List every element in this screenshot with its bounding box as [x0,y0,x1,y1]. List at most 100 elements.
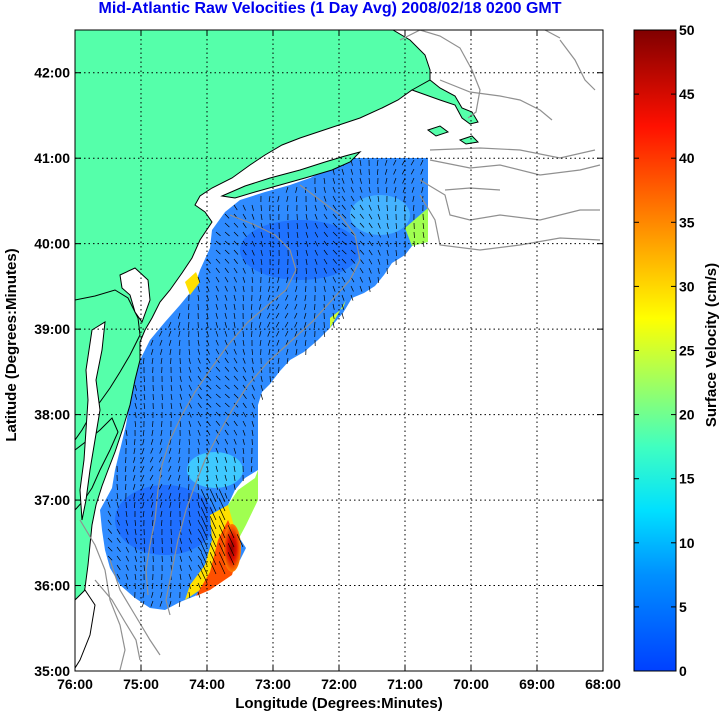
velocity-vector [149,456,154,463]
velocity-vector [224,492,228,499]
velocity-vector [242,366,247,373]
velocity-vector [323,276,327,283]
velocity-vector [233,267,238,274]
velocity-vector [160,591,163,598]
velocity-vector [377,231,381,238]
velocity-hotspot [223,524,241,572]
velocity-vector [224,276,229,283]
velocity-vector [233,294,236,301]
velocity-vector [206,384,212,390]
velocity-vector [116,573,121,580]
velocity-vector [200,543,208,557]
velocity-vector [395,222,397,230]
velocity-vector [377,213,381,220]
velocity-vector [286,195,289,202]
velocity-vector [267,303,271,310]
velocity-vector [251,267,254,274]
velocity-vector [179,375,182,382]
velocity-vector [159,600,163,607]
velocity-vector [260,240,263,247]
velocity-vector [386,240,389,247]
velocity-vector [233,249,239,255]
velocity-vector [107,501,111,508]
velocity-vector [133,447,136,454]
velocity-vector [224,231,230,237]
velocity-vector [305,249,308,256]
velocity-vector [233,321,236,328]
velocity-vector [384,168,388,175]
velocity-vector [134,411,137,418]
velocity-vector [359,222,365,228]
velocity-vector [200,507,208,521]
velocity-vector [422,231,425,238]
velocity-vector [215,366,221,372]
velocity-vector [323,177,326,184]
velocity-vector [197,366,202,373]
velocity-vector [107,537,113,543]
velocity-vector [233,384,239,390]
velocity-vector [177,312,181,319]
velocity-vector [323,186,326,193]
velocity-vector [242,204,246,211]
x-tick-label: 74:00 [189,676,225,692]
velocity-vector [215,330,219,337]
velocity-vector [341,258,347,264]
velocity-vector [242,393,247,400]
velocity-vector [179,573,182,580]
velocity-vector [150,492,154,499]
velocity-vector [168,492,172,499]
velocity-vector [242,330,244,338]
velocity-vector [233,465,236,472]
velocity-vector [224,429,229,436]
velocity-vector [377,276,380,283]
velocity-vector [197,492,200,499]
velocity-vector [359,276,363,283]
velocity-vector [160,348,163,355]
velocity-vector [227,543,235,557]
velocity-vector [188,582,191,589]
y-tick-label: 38:00 [34,407,70,423]
velocity-vector [116,501,119,508]
velocity-vector [294,330,298,337]
velocity-vector [143,402,146,409]
velocity-vector [179,546,183,553]
velocity-vector [179,537,182,544]
velocity-vector [134,420,137,427]
velocity-vector [332,258,338,264]
velocity-field-fast [185,272,200,295]
velocity-vector [323,267,327,274]
velocity-vector [125,456,127,464]
pamlico-sound [75,589,96,669]
velocity-vector [341,276,346,283]
velocity-vector [107,519,112,526]
velocity-vector [224,402,230,408]
colorbar-ticks: 0 5 10 15 20 25 30 35 40 45 50 [634,22,695,679]
velocity-vector [332,222,338,228]
velocity-vector [251,393,255,400]
velocity-vector [303,312,307,319]
colorbar-tick-label: 45 [679,86,695,102]
velocity-vector [305,267,307,275]
velocity-vector [169,501,172,508]
velocity-vector [332,303,335,310]
velocity-vector [250,312,253,319]
velocity-vector [341,186,345,193]
x-axis-label: Longitude (Degrees:Minutes) [235,695,443,712]
velocity-vector [200,561,208,575]
velocity-vector [151,591,154,598]
velocity-vector [341,267,346,274]
velocity-vector [368,258,373,265]
velocity-vector [224,258,230,264]
velocity-vector [178,330,181,337]
velocity-vector [224,303,228,310]
velocity-vector [206,375,212,381]
velocity-vector [268,195,271,202]
velocity-vector [188,591,191,598]
velocity-vector [286,348,289,355]
velocity-vector [412,204,415,212]
velocity-vector [258,321,262,328]
velocity-vector [188,438,190,446]
velocity-vector [215,339,219,346]
velocity-vector [233,276,237,283]
velocity-vector [268,285,271,292]
